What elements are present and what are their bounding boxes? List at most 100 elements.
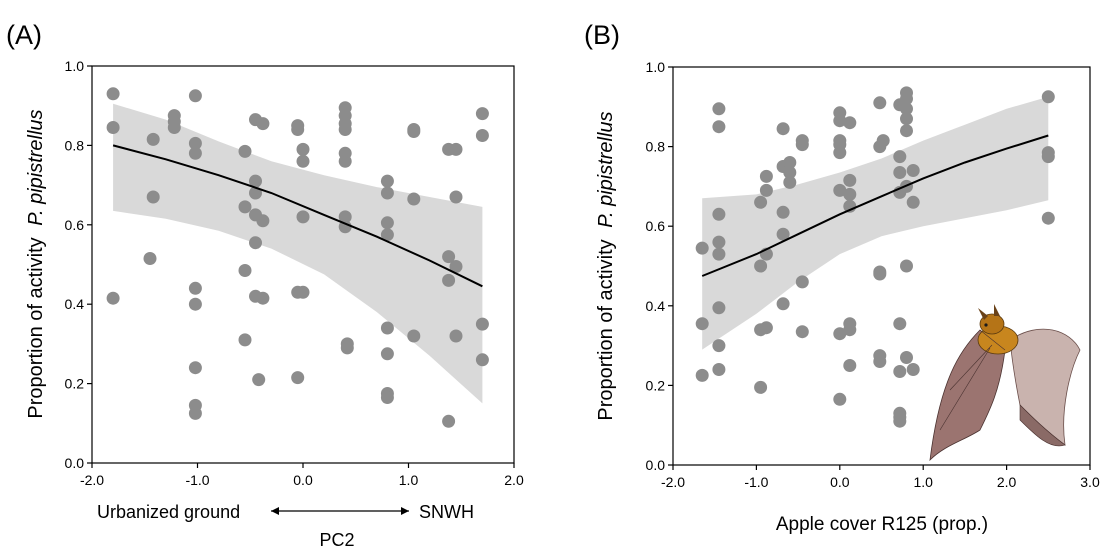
panel-b-data-point <box>873 355 887 368</box>
panel-b-confidence-band-layer <box>702 96 1049 350</box>
panel-a-data-point <box>475 129 489 142</box>
panel-a-data-point <box>188 146 202 160</box>
panel-b-y-tick-label: 0.6 <box>646 218 666 234</box>
panel-b-data-point <box>900 259 913 273</box>
panel-a-data-point <box>143 252 157 265</box>
panel-b-y-tick-label: 0.8 <box>646 139 666 155</box>
panel-a-data-point <box>296 154 310 168</box>
panel-a-data-point <box>380 186 394 200</box>
panel-a-data-point <box>188 281 202 295</box>
panel-a-x-tick-label: 2.0 <box>504 472 524 488</box>
panel-b-data-point <box>754 259 768 273</box>
panel-a-confidence-band-layer <box>113 103 483 404</box>
panel-b-data-point <box>695 317 709 331</box>
panel-b-data-point <box>873 96 887 110</box>
panel-a-data-point <box>449 142 463 156</box>
panel-a-data-point <box>340 341 354 355</box>
panel-a-y-ticks: 0.0 0.2 0.4 0.6 0.8 1.0 <box>65 58 92 471</box>
panel-a-double-arrow <box>271 507 409 515</box>
panel-b-data-point <box>876 134 890 148</box>
panel-a-data-point <box>188 406 202 420</box>
panel-a-fit-line <box>112 144 483 288</box>
panel-a-data-point <box>442 414 456 428</box>
panel-a-data-point <box>188 297 202 311</box>
panel-a-fit-line-layer <box>112 144 483 288</box>
panel-b-data-point <box>833 146 847 160</box>
panel-b-data-point <box>754 195 768 209</box>
panel-a-confidence-band <box>113 103 483 404</box>
panel-b-x-ticks: -2.0 -1.0 0.0 1.0 2.0 3.0 <box>661 465 1100 490</box>
panel-a-x-annotation-right: SNWH <box>419 502 474 522</box>
panel-a-data-point <box>238 144 252 158</box>
panel-a-data-point <box>238 333 252 347</box>
panel-b-data-point <box>833 114 847 128</box>
panel-a-data-point <box>291 123 305 136</box>
panel-a-data-point <box>475 317 489 331</box>
panel-b-confidence-band <box>702 96 1049 350</box>
panel-b-x-tick-label: 3.0 <box>1080 474 1100 490</box>
panel-b-data-point <box>843 116 857 130</box>
panel-b-y-tick-label: 0.2 <box>646 377 666 393</box>
panel-a-data-point <box>449 260 463 273</box>
panel-b-data-point <box>893 166 907 179</box>
panel-a-data-point <box>238 264 252 277</box>
panel-b-data-point <box>783 156 797 169</box>
panel-a-data-point <box>188 89 202 103</box>
panel-a-data-point <box>380 321 394 335</box>
panel-b: (B) -2.0 -1.0 0.0 1.0 2.0 3.0 0.0 0.2 0.4 0.6 0.8… <box>584 20 1100 535</box>
panel-b-data-point <box>776 122 790 136</box>
panel-b-y-tick-label: 0.0 <box>646 457 666 473</box>
panel-b-data-point <box>900 112 913 126</box>
panel-b-x-tick-label: 2.0 <box>997 474 1017 490</box>
panel-a-data-point <box>249 236 262 250</box>
panel-b-data-point <box>759 321 773 335</box>
panel-a-data-point <box>146 132 160 146</box>
panel-a-data-point <box>256 117 270 131</box>
panel-a-data-point <box>167 121 181 134</box>
panel-a-data-point <box>407 125 421 138</box>
panel-a-data-point <box>442 273 456 287</box>
panel-a-x-ticks: -2.0 -1.0 0.0 1.0 2.0 <box>80 463 524 488</box>
panel-b-data-point <box>833 183 847 197</box>
panel-b-data-point <box>759 169 773 183</box>
panel-b-data-point <box>783 175 797 189</box>
panel-a-data-point <box>407 329 421 343</box>
panel-a-data-point <box>256 291 270 305</box>
panel-b-data-point <box>712 247 726 261</box>
panel-b-data-point <box>893 365 907 378</box>
panel-a-x-tick-label: -2.0 <box>80 472 104 488</box>
panel-a-x-tick-label: 1.0 <box>399 472 419 488</box>
panel-a-data-point <box>449 190 463 204</box>
panel-b-data-point <box>776 297 790 311</box>
panel-a-label: (A) <box>6 20 42 50</box>
panel-b-data-point <box>1041 150 1055 164</box>
panel-b-data-point <box>712 301 726 315</box>
panel-b-data-point <box>712 207 726 221</box>
panel-b-y-ticks: 0.0 0.2 0.4 0.6 0.8 1.0 <box>646 59 673 473</box>
panel-b-points-layer <box>695 86 1055 428</box>
svg-text:Proportion of activity: Proportion of activity P. pipistrellus <box>25 109 47 418</box>
panel-a-data-point <box>449 329 463 343</box>
panel-b-data-point <box>712 102 726 116</box>
panel-b-data-point <box>795 138 809 152</box>
panel-a-y-tick-label: 0.2 <box>65 376 85 392</box>
panel-a-y-tick-label: 0.0 <box>65 455 85 471</box>
panel-a-data-point <box>188 361 202 375</box>
panel-b-plot-frame <box>672 66 1091 466</box>
panel-b-data-point <box>843 173 857 187</box>
panel-b-data-point <box>759 183 773 197</box>
panel-a-data-point <box>338 220 352 234</box>
panel-a-x-annotation-left: Urbanized ground <box>97 502 240 522</box>
panel-b-data-point <box>695 241 709 255</box>
panel-b-fit-line <box>701 134 1049 277</box>
panel-b-x-axis-label: Apple cover R125 (prop.) <box>776 514 988 535</box>
panel-b-data-point <box>1041 90 1055 104</box>
panel-a-data-point <box>380 391 394 404</box>
panel-b-data-point <box>906 195 920 209</box>
panel-a-data-point <box>380 174 394 188</box>
panel-b-data-point <box>893 414 907 428</box>
panel-b-data-point <box>843 323 857 337</box>
panel-b-data-point <box>906 363 920 376</box>
svg-text:Proportion of activity: Proportion of activity P. pipistrellus <box>595 111 617 420</box>
panel-a-data-point <box>296 210 310 224</box>
